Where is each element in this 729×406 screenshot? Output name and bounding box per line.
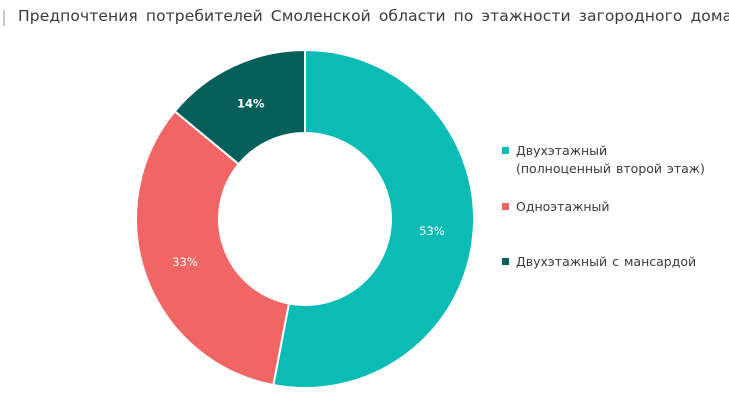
legend-label-attic: Двухэтажный с мансардой	[516, 254, 697, 269]
legend-item-attic[interactable]: Двухэтажный с мансардой	[502, 253, 727, 271]
legend-swatch-two-storey	[502, 147, 509, 154]
slice-label-attic: 14%	[237, 97, 265, 111]
title-accent-bar	[3, 10, 5, 26]
slice-attic[interactable]	[173, 48, 306, 166]
slice-label-one-storey: 33%	[172, 255, 198, 269]
slice-label-two-storey: 53%	[419, 224, 445, 238]
legend-item-two-storey[interactable]: Двухэтажный (полноценный второй этаж)	[502, 142, 727, 178]
legend-item-one-storey[interactable]: Одноэтажный	[502, 198, 727, 216]
legend-swatch-attic	[502, 258, 509, 265]
legend-swatch-one-storey	[502, 203, 509, 210]
legend-label-two-storey: Двухэтажный (полноценный второй этаж)	[516, 143, 705, 176]
legend-label-one-storey: Одноэтажный	[516, 199, 610, 214]
chart-title: Предпочтения потребителей Смоленской обл…	[18, 7, 729, 25]
slice-two-storey[interactable]	[272, 48, 475, 389]
slice-one-storey[interactable]	[134, 109, 291, 387]
